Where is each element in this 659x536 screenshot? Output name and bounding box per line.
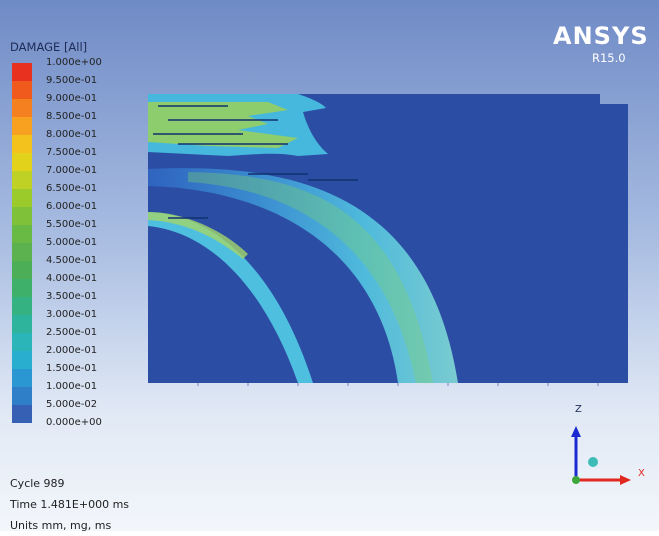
legend-swatch <box>12 99 32 117</box>
simulation-info: Cycle 989 Time 1.481E+000 ms Units mm, m… <box>10 473 129 536</box>
legend-swatch <box>12 369 32 387</box>
legend-swatch <box>12 117 32 135</box>
legend-swatch <box>12 405 32 423</box>
legend-swatch <box>12 387 32 405</box>
legend-swatch <box>12 297 32 315</box>
legend-label: 6.500e-01 <box>46 183 98 194</box>
inner-damage-edge <box>148 212 248 259</box>
top-damage-hot <box>148 102 298 148</box>
legend-swatch <box>12 171 32 189</box>
damage-contour-plot[interactable] <box>148 94 628 386</box>
legend-swatch <box>12 261 32 279</box>
legend-label: 1.500e-01 <box>46 363 98 374</box>
legend-label: 5.500e-01 <box>46 219 98 230</box>
legend-swatch <box>12 189 32 207</box>
legend-swatch <box>12 207 32 225</box>
legend-label: 1.000e+00 <box>46 57 102 68</box>
legend-label: 6.000e-01 <box>46 201 98 212</box>
legend-swatch <box>12 279 32 297</box>
legend-label: 7.000e-01 <box>46 165 98 176</box>
legend-label: 9.500e-01 <box>46 75 98 86</box>
legend-label: 3.500e-01 <box>46 291 98 302</box>
legend-label: 1.000e-01 <box>46 381 98 392</box>
legend-min-label: 0.000e+00 <box>46 417 102 428</box>
legend-label: 9.000e-01 <box>46 93 98 104</box>
legend-swatch <box>12 315 32 333</box>
legend-label: 5.000e-02 <box>46 399 98 410</box>
x-axis-label: X <box>638 468 645 479</box>
legend-swatch <box>12 333 32 351</box>
legend-swatch <box>12 351 32 369</box>
legend-label: 5.000e-01 <box>46 237 98 248</box>
legend-swatch <box>12 135 32 153</box>
legend-swatch <box>12 63 32 81</box>
z-axis-label: Z <box>575 404 582 415</box>
cycle-label: Cycle 989 <box>10 477 65 490</box>
legend-label: 8.500e-01 <box>46 111 98 122</box>
axis-ticks <box>197 383 599 386</box>
ansys-logo: ANSYS <box>553 22 649 50</box>
version-label: R15.0 <box>592 51 626 65</box>
outer-damage-core <box>188 172 433 383</box>
legend-swatch <box>12 243 32 261</box>
crack-lines <box>153 105 358 219</box>
legend-label: 7.500e-01 <box>46 147 98 158</box>
units-label: Units mm, mg, ms <box>10 519 112 532</box>
legend-swatch <box>12 81 32 99</box>
legend-label: 2.000e-01 <box>46 345 98 356</box>
legend-swatch <box>12 225 32 243</box>
axis-triad-icon[interactable]: Z X <box>555 402 645 492</box>
legend-label: 3.000e-01 <box>46 309 98 320</box>
time-label: Time 1.481E+000 ms <box>10 498 130 511</box>
legend-title: DAMAGE [All] <box>10 40 88 54</box>
legend-label: 4.000e-01 <box>46 273 98 284</box>
legend-label: 4.500e-01 <box>46 255 98 266</box>
outer-damage-band <box>148 168 458 383</box>
legend-swatch <box>12 153 32 171</box>
legend-label: 2.500e-01 <box>46 327 98 338</box>
legend-label: 8.000e-01 <box>46 129 98 140</box>
